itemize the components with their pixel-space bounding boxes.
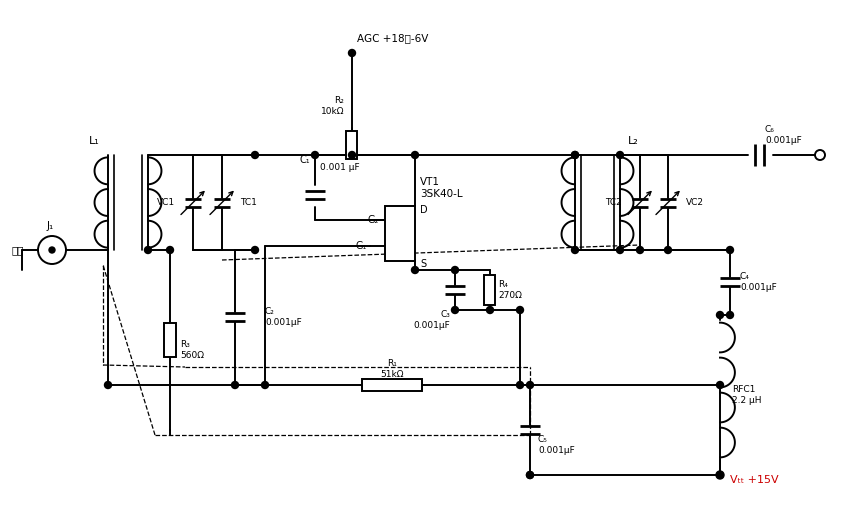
Text: L₂: L₂ <box>628 136 638 146</box>
Circle shape <box>105 381 111 389</box>
Circle shape <box>261 381 268 389</box>
Circle shape <box>727 312 734 318</box>
Circle shape <box>572 152 578 158</box>
Text: VC2: VC2 <box>686 198 704 207</box>
Circle shape <box>49 247 55 253</box>
Text: TC2: TC2 <box>605 198 622 207</box>
Circle shape <box>716 312 723 318</box>
Text: R₃
560Ω: R₃ 560Ω <box>180 340 204 360</box>
Circle shape <box>145 246 152 254</box>
Text: Vₜₜ +15V: Vₜₜ +15V <box>730 475 779 485</box>
Text: C₁: C₁ <box>299 155 310 165</box>
Bar <box>346 131 357 159</box>
Circle shape <box>452 306 458 314</box>
Circle shape <box>716 381 723 389</box>
Text: J₁: J₁ <box>46 221 54 231</box>
Bar <box>385 205 415 260</box>
Circle shape <box>349 152 356 158</box>
Circle shape <box>572 246 578 254</box>
Text: R₄
270Ω: R₄ 270Ω <box>498 280 522 300</box>
Text: D: D <box>420 205 428 215</box>
Circle shape <box>452 267 458 274</box>
Text: G₁: G₁ <box>356 241 367 251</box>
Bar <box>362 379 422 391</box>
Circle shape <box>231 381 238 389</box>
Text: VC1: VC1 <box>157 198 175 207</box>
Text: VT1
3SK40-L: VT1 3SK40-L <box>420 177 463 199</box>
Bar <box>164 323 176 357</box>
Text: 0.001 μF: 0.001 μF <box>320 163 360 171</box>
Text: AGC +18～-6V: AGC +18～-6V <box>357 33 428 43</box>
Circle shape <box>637 246 644 254</box>
Text: C₂
0.001μF: C₂ 0.001μF <box>265 307 302 327</box>
Circle shape <box>815 150 825 160</box>
Text: R₂
10kΩ: R₂ 10kΩ <box>321 96 344 116</box>
Circle shape <box>572 152 578 158</box>
Circle shape <box>727 246 734 254</box>
Circle shape <box>616 152 624 158</box>
Circle shape <box>411 152 418 158</box>
Circle shape <box>517 306 524 314</box>
Circle shape <box>616 246 624 254</box>
Text: C₄
0.001μF: C₄ 0.001μF <box>740 272 776 292</box>
Circle shape <box>251 152 259 158</box>
Circle shape <box>716 471 724 479</box>
Circle shape <box>517 381 524 389</box>
Text: C₃
0.001μF: C₃ 0.001μF <box>413 310 450 330</box>
Text: C₅
0.001μF: C₅ 0.001μF <box>538 435 575 455</box>
Text: G₂: G₂ <box>368 215 379 225</box>
Bar <box>484 275 495 305</box>
Text: S: S <box>420 259 426 269</box>
Circle shape <box>487 306 494 314</box>
Text: RFC1
2.2 μH: RFC1 2.2 μH <box>732 385 762 405</box>
Text: TC1: TC1 <box>240 198 257 207</box>
Text: L₁: L₁ <box>89 136 100 146</box>
Text: 输入: 输入 <box>11 245 24 255</box>
Circle shape <box>311 152 319 158</box>
Circle shape <box>526 472 534 478</box>
Circle shape <box>664 246 672 254</box>
Circle shape <box>251 246 259 254</box>
Circle shape <box>526 381 534 389</box>
Circle shape <box>526 472 534 478</box>
Circle shape <box>38 236 66 264</box>
Circle shape <box>349 49 356 56</box>
Circle shape <box>166 246 173 254</box>
Circle shape <box>411 267 418 274</box>
Text: C₆
0.001μF: C₆ 0.001μF <box>765 125 802 145</box>
Text: R₁
51kΩ: R₁ 51kΩ <box>381 359 404 379</box>
